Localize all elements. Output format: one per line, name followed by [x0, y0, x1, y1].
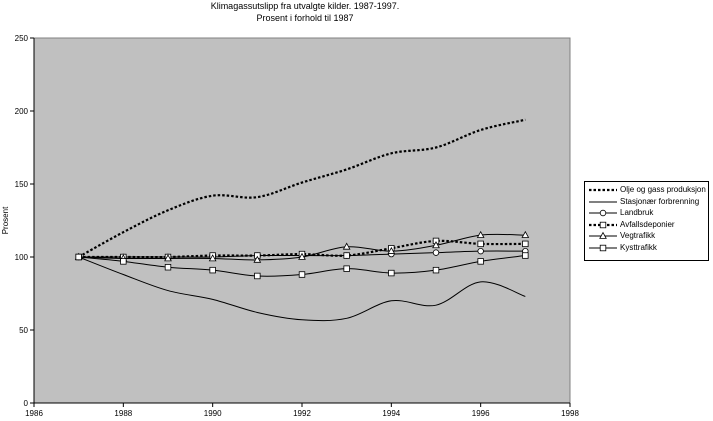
data-point	[253, 255, 262, 263]
data-point	[164, 254, 172, 262]
data-point	[521, 230, 530, 238]
data-point	[432, 266, 440, 274]
x-tick-label: 1990	[204, 409, 222, 418]
chart-title: Klimagassutslipp fra utvalgte kilder. 19…	[210, 1, 400, 11]
legend-item: Stasjonær forbrenning	[588, 196, 705, 208]
legend-label: Avfallsdeponier	[620, 219, 675, 229]
data-point	[75, 253, 82, 261]
legend-marker	[599, 244, 607, 251]
x-tick-label: 1986	[25, 409, 43, 418]
series-line	[78, 118, 526, 258]
legend-swatch	[589, 201, 617, 202]
data-point	[476, 230, 485, 238]
legend-label: Olje og gass produksjon	[620, 185, 706, 194]
legend-label: Landbruk	[620, 208, 654, 217]
legend-item: Olje og gass produksjon	[588, 184, 706, 196]
series-4	[74, 230, 530, 263]
series-line	[78, 256, 526, 322]
data-point	[342, 242, 351, 250]
data-point	[209, 266, 216, 274]
legend-marker	[599, 231, 607, 239]
legend-item: Avfallsdeponier	[588, 219, 705, 231]
data-point	[432, 249, 440, 256]
legend-item: Vegtrafikk	[588, 230, 705, 242]
legend-label: Stasjonær forbrenning	[620, 196, 700, 206]
legend-swatch	[589, 188, 617, 192]
legend-item: Kysttrafikk	[588, 242, 705, 254]
legend-label: Kysttrafikk	[620, 242, 657, 252]
y-tick-label: 100	[15, 253, 29, 262]
data-point	[477, 247, 484, 255]
data-point	[522, 240, 529, 248]
chart-subtitle: Prosent i forhold til 1987	[256, 13, 354, 23]
legend-swatch	[589, 231, 617, 239]
y-tick-label: 50	[19, 326, 28, 335]
legend-marker	[599, 221, 607, 228]
series-5	[75, 252, 529, 280]
data-point	[298, 271, 306, 278]
legend-marker	[599, 209, 607, 217]
x-tick-label: 1994	[382, 409, 400, 418]
data-point	[298, 252, 306, 260]
y-tick-label: 150	[15, 180, 29, 189]
legend-swatch	[589, 209, 617, 217]
y-tick-label: 250	[15, 34, 29, 43]
series-1	[78, 256, 526, 322]
data-point	[387, 246, 396, 254]
data-point	[432, 241, 440, 249]
data-point	[343, 265, 350, 272]
data-point	[388, 269, 395, 277]
data-point	[522, 252, 529, 259]
legend: Olje og gass produksjon Stasjonær forbren…	[584, 181, 709, 261]
y-axis-label: Prosent	[1, 206, 10, 234]
data-point	[208, 254, 217, 262]
x-tick-label: 1988	[114, 409, 132, 418]
data-point	[254, 272, 261, 280]
data-point	[120, 258, 127, 265]
data-point	[164, 264, 172, 271]
data-point	[477, 240, 484, 248]
x-tick-label: 1998	[561, 409, 579, 418]
x-tick-label: 1992	[293, 409, 311, 418]
plot-area	[33, 37, 571, 404]
legend-item: Landbruk	[588, 207, 705, 219]
y-tick-label: 200	[15, 107, 29, 116]
x-tick-label: 1996	[472, 409, 490, 418]
y-tick-label: 0	[24, 399, 29, 408]
series-0	[78, 118, 526, 258]
legend-label: Vegtrafikk	[620, 231, 656, 240]
data-point	[477, 258, 484, 265]
legend-swatch	[589, 221, 617, 228]
data-point	[343, 252, 350, 259]
legend-swatch	[589, 244, 617, 251]
